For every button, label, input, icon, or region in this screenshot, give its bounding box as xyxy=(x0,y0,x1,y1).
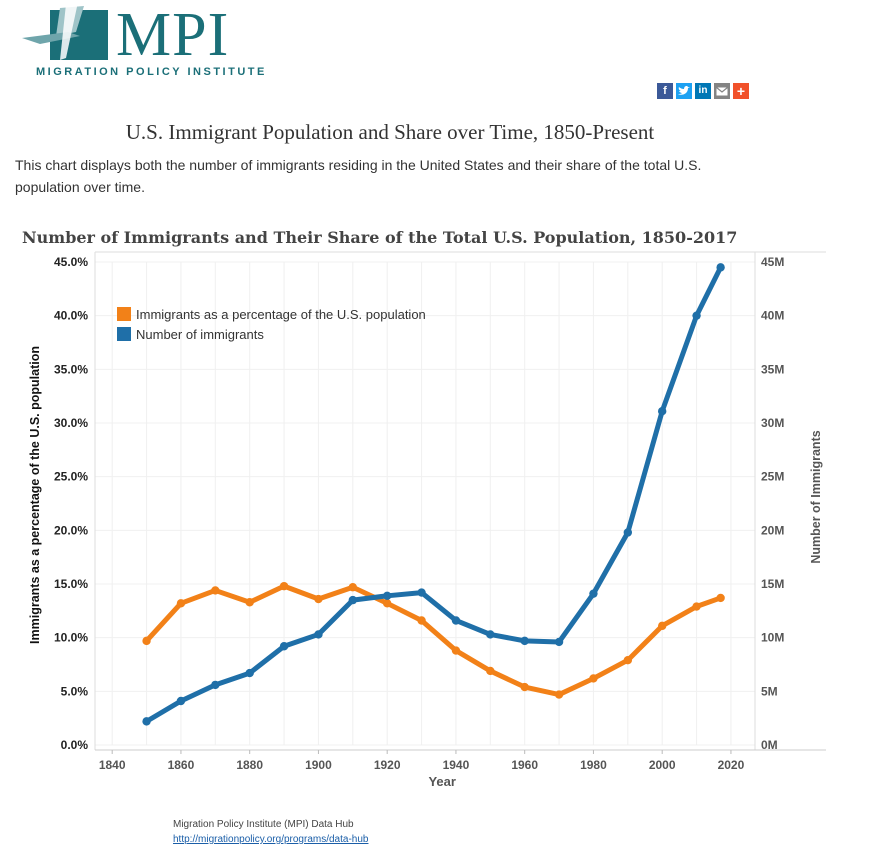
data-point-percentage xyxy=(716,593,725,603)
facebook-icon[interactable]: f xyxy=(657,83,673,99)
series-line-percentage xyxy=(144,583,724,698)
y-left-tick-label: 10.0% xyxy=(54,631,88,645)
y-left-tick-label: 0.0% xyxy=(61,738,89,752)
data-point-percentage xyxy=(451,646,461,655)
legend-swatch xyxy=(117,307,131,321)
y-right-tick-label: 35M xyxy=(761,362,784,376)
y-left-tick-label: 35.0% xyxy=(54,362,88,376)
legend-label: Immigrants as a percentage of the U.S. p… xyxy=(136,307,426,322)
data-point-number xyxy=(382,591,392,601)
twitter-icon[interactable] xyxy=(676,83,692,99)
x-axis-title: Year xyxy=(428,774,455,789)
data-point-number xyxy=(520,636,529,646)
data-point-percentage xyxy=(417,616,426,625)
page-title: U.S. Immigrant Population and Share over… xyxy=(125,120,655,144)
data-point-number xyxy=(245,668,254,678)
x-tick-label: 1880 xyxy=(236,758,263,772)
footer-link[interactable]: http://migrationpolicy.org/programs/data… xyxy=(173,834,369,845)
data-point-number xyxy=(716,263,725,272)
data-point-percentage xyxy=(657,621,667,631)
chart: 1840 1860 1880 1900 1920 1940 1960 1980 2000 2020… xyxy=(28,251,826,789)
x-tick-label: 1960 xyxy=(511,758,538,772)
x-tick-label: 1980 xyxy=(580,758,607,772)
data-point-percentage xyxy=(486,666,495,676)
data-point-number xyxy=(657,406,667,416)
data-point-number xyxy=(348,595,358,605)
data-point-number xyxy=(554,637,564,647)
footer-source: Migration Policy Institute (MPI) Data Hu… xyxy=(173,819,354,830)
y-left-tick-label: 5.0% xyxy=(61,684,89,698)
data-point-percentage xyxy=(314,594,323,604)
y-left-tick-label: 30.0% xyxy=(54,416,88,430)
mpi-logo-mark-icon xyxy=(22,2,108,60)
legend-swatch xyxy=(117,327,131,341)
y-right-tick-label: 15M xyxy=(761,577,784,591)
data-point-number xyxy=(623,528,633,537)
data-point-number xyxy=(142,717,151,726)
data-point-number xyxy=(314,630,323,639)
y-right-tick-label: 40M xyxy=(761,309,784,323)
y-left-tick-label: 25.0% xyxy=(54,470,88,484)
data-point-percentage xyxy=(348,583,358,592)
plus-icon[interactable]: + xyxy=(733,83,749,99)
data-point-percentage xyxy=(211,586,220,595)
y-right-tick-label: 20M xyxy=(761,523,784,537)
data-point-number xyxy=(176,696,186,706)
chart-title: Number of Immigrants and Their Share of … xyxy=(22,228,738,247)
x-tick-label: 1860 xyxy=(168,758,195,772)
axes: 1840 1860 1880 1900 1920 1940 1960 1980 2000 2020… xyxy=(28,251,826,789)
series xyxy=(142,263,725,726)
series-line-number xyxy=(144,264,724,724)
data-point-percentage xyxy=(245,598,254,607)
data-point-number xyxy=(211,680,220,690)
data-point-percentage xyxy=(520,682,529,692)
linkedin-icon[interactable]: in xyxy=(695,83,711,99)
x-tick-label: 1940 xyxy=(443,758,470,772)
data-point-number xyxy=(417,588,426,597)
x-tick-label: 2020 xyxy=(718,758,745,772)
x-tick-label: 1840 xyxy=(99,758,126,772)
x-tick-label: 2000 xyxy=(649,758,676,772)
y-right-tick-label: 5M xyxy=(761,684,778,698)
data-point-number xyxy=(589,589,598,598)
data-point-number xyxy=(486,630,495,639)
y-right-tick-label: 30M xyxy=(761,416,784,430)
x-tick-label: 1900 xyxy=(305,758,332,772)
y-right-tick-label: 10M xyxy=(761,631,784,645)
y-left-axis-title: Immigrants as a percentage of the U.S. p… xyxy=(28,346,42,644)
logo-text: MPI xyxy=(116,1,230,69)
data-point-number xyxy=(451,616,461,625)
data-point-percentage xyxy=(554,690,564,699)
legend-label: Number of immigrants xyxy=(136,327,264,342)
y-left-tick-label: 15.0% xyxy=(54,577,88,591)
y-right-tick-label: 25M xyxy=(761,470,784,484)
data-point-percentage xyxy=(692,602,701,611)
data-point-percentage xyxy=(382,599,392,608)
y-left-tick-label: 20.0% xyxy=(54,523,88,537)
page-description: This chart displays both the number of i… xyxy=(15,157,702,195)
data-point-number xyxy=(279,642,289,651)
data-point-percentage xyxy=(176,599,186,608)
x-tick-label: 1920 xyxy=(374,758,401,772)
email-icon[interactable] xyxy=(714,83,730,99)
data-point-number xyxy=(692,311,701,320)
data-point-percentage xyxy=(623,656,633,665)
y-left-tick-label: 45.0% xyxy=(54,255,88,269)
y-left-tick-label: 40.0% xyxy=(54,309,88,323)
legend: Immigrants as a percentage of the U.S. p… xyxy=(117,307,426,342)
y-right-tick-label: 45M xyxy=(761,255,784,269)
data-point-percentage xyxy=(142,636,151,646)
data-point-percentage xyxy=(589,674,598,683)
logo-subtitle: MIGRATION POLICY INSTITUTE xyxy=(36,66,267,78)
mpi-logo[interactable]: MPI MIGRATION POLICY INSTITUTE xyxy=(20,1,270,82)
y-right-axis-title: Number of Immigrants xyxy=(809,430,823,563)
data-point-percentage xyxy=(279,581,289,591)
y-right-tick-label: 0M xyxy=(761,738,778,752)
footer: Migration Policy Institute (MPI) Data Hu… xyxy=(173,817,368,847)
share-bar: f in + xyxy=(657,83,749,99)
